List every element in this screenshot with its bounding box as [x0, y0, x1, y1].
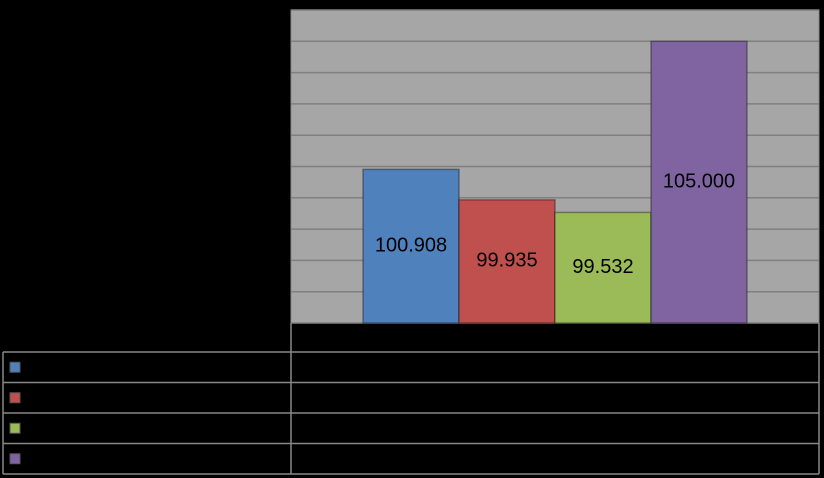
legend-key	[9, 392, 21, 404]
legend-key	[9, 422, 21, 434]
legend-key	[9, 361, 21, 373]
data-label: 100.908	[375, 234, 447, 256]
bar	[554, 211, 652, 324]
bar	[650, 40, 748, 324]
data-label: 99.935	[476, 250, 537, 272]
data-label: 99.532	[572, 256, 633, 278]
data-label: 105.000	[663, 170, 735, 192]
bar	[362, 168, 460, 324]
legend-key	[9, 453, 21, 465]
